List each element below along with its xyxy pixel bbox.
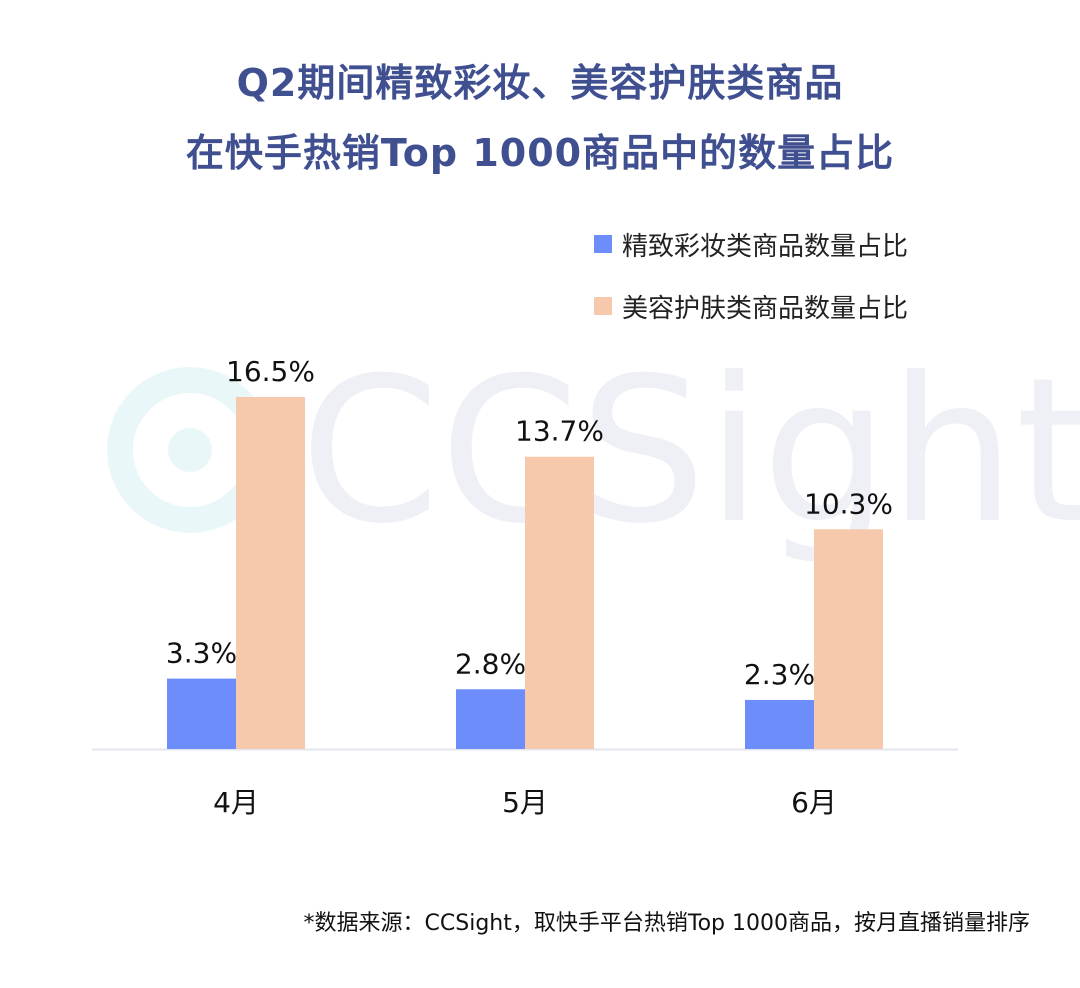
bar-series-0-cat-1 xyxy=(456,689,525,749)
bar-series-1-cat-0 xyxy=(236,397,305,749)
legend-label-makeup: 精致彩妆类商品数量占比 xyxy=(622,231,909,262)
data-label-series-0-cat-1: 2.8% xyxy=(455,647,526,680)
x-tick-label-0: 4月 xyxy=(213,786,259,819)
legend-item-makeup: 精致彩妆类商品数量占比 xyxy=(594,227,909,262)
data-label-series-0-cat-2: 2.3% xyxy=(744,658,815,691)
data-label-series-1-cat-0: 16.5% xyxy=(226,355,315,388)
data-label-series-1-cat-1: 13.7% xyxy=(515,415,604,448)
source-note: *数据来源：CCSight，取快手平台热销Top 1000商品，按月直播销量排序 xyxy=(303,911,1030,936)
bar-series-1-cat-2 xyxy=(814,529,883,749)
bar-series-1-cat-1 xyxy=(525,456,594,749)
bar-series-0-cat-0 xyxy=(167,678,236,749)
x-tick-label-2: 6月 xyxy=(791,786,837,819)
chart-title-line-1: Q2期间精致彩妆、美容护肤类商品 xyxy=(236,61,844,105)
x-tick-label-1: 5月 xyxy=(502,786,548,819)
legend-item-skincare: 美容护肤类商品数量占比 xyxy=(594,289,909,324)
legend-swatch-skincare xyxy=(594,297,612,315)
watermark-dot-icon xyxy=(168,428,212,472)
legend-swatch-makeup xyxy=(594,235,612,253)
data-label-series-1-cat-2: 10.3% xyxy=(804,487,893,520)
chart-title-line-2: 在快手热销Top 1000商品中的数量占比 xyxy=(185,131,895,175)
data-label-series-0-cat-0: 3.3% xyxy=(166,637,237,670)
watermark-text: CCSight xyxy=(300,335,1080,568)
legend-label-skincare: 美容护肤类商品数量占比 xyxy=(622,293,909,324)
bar-series-0-cat-2 xyxy=(745,699,814,749)
